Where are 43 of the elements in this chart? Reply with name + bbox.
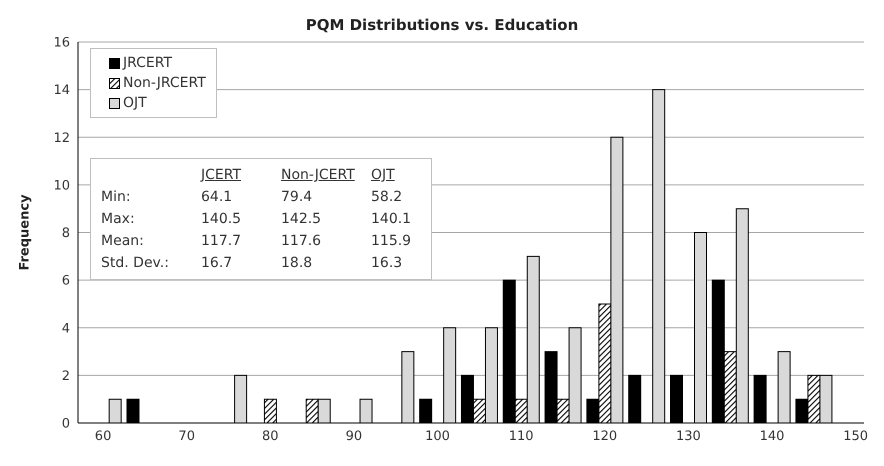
- annotation: 115.9: [371, 233, 412, 249]
- annotation: 16.7: [201, 255, 234, 271]
- annotation: 117.7: [201, 233, 242, 249]
- x-tick-label: 70: [178, 429, 195, 444]
- legend-label: Non-JRCERT: [123, 75, 206, 91]
- annotation: 58.2: [371, 189, 404, 205]
- chart-title: PQM Distributions vs. Education: [304, 16, 580, 34]
- y-tick-label: 16: [53, 36, 70, 51]
- y-tick-label: 8: [62, 226, 70, 242]
- annotation: 79.4: [281, 189, 314, 205]
- annotation: Mean:: [101, 233, 145, 249]
- annotation: 64.1: [201, 189, 234, 205]
- annotation: 142.5: [281, 211, 322, 227]
- x-tick-label: 90: [346, 429, 362, 444]
- annotation: 117.6: [281, 233, 322, 249]
- x-tick-label: 140: [760, 429, 784, 444]
- annotation: OJT: [371, 167, 396, 183]
- legend-label: OJT: [123, 95, 147, 111]
- annotation: 16.3: [371, 255, 404, 271]
- y-tick-label: 2: [62, 368, 70, 384]
- annotation: Max:: [101, 211, 136, 227]
- annotation: Min:: [101, 189, 132, 205]
- x-tick-label: 120: [592, 429, 618, 444]
- annotation: 140.1: [371, 211, 412, 227]
- y-tick-label: 12: [53, 130, 70, 146]
- x-tick-label: 80: [262, 429, 279, 444]
- x-tick-label: 110: [508, 429, 534, 444]
- y-tick-label: 6: [62, 274, 70, 289]
- annotation: 18.8: [281, 255, 314, 271]
- annotation: JCERT: [201, 167, 242, 183]
- y-axis-title: Frequency: [18, 194, 33, 271]
- x-tick-label: 150: [843, 429, 868, 444]
- y-tick-label: 10: [53, 178, 70, 194]
- y-tick-label: 4: [62, 321, 70, 336]
- legend-label: JRCERT: [123, 55, 172, 71]
- annotation: 140.5: [201, 211, 242, 227]
- annotation: Std. Dev.:: [101, 255, 170, 271]
- y-tick-label: 14: [53, 83, 70, 98]
- x-tick-label: 100: [425, 429, 450, 444]
- annotation: Non-JCERT: [281, 167, 356, 183]
- y-tick-label: 0: [62, 416, 70, 432]
- x-tick-label: 60: [94, 429, 112, 444]
- x-tick-label: 130: [676, 429, 701, 444]
